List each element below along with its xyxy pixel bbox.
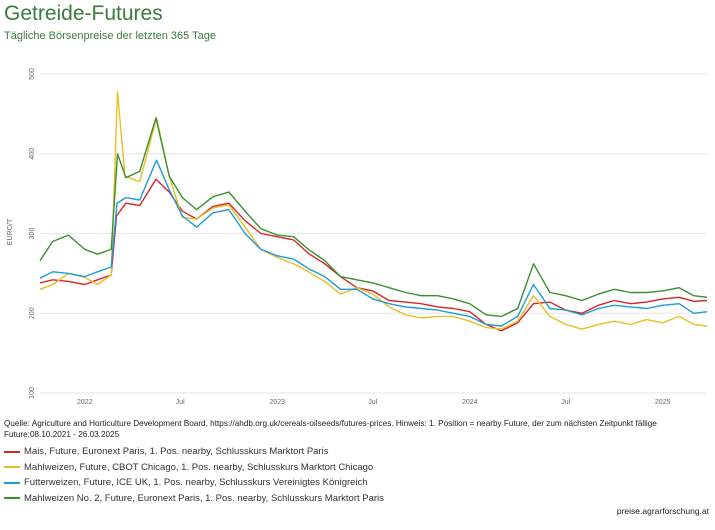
legend-item-3[interactable]: Futterweizen, Future, ICE UK, 1. Pos. ne… xyxy=(4,475,384,491)
legend-swatch xyxy=(4,466,20,469)
grid xyxy=(40,73,707,394)
legend-label: Mais, Future, Euronext Paris, 1. Pos. ne… xyxy=(24,446,329,458)
legend-swatch xyxy=(4,497,20,500)
series-line-1 xyxy=(39,178,708,332)
x-axis-ticks: 2022 Jul 2023 Jul 2024 Jul 2025 xyxy=(77,399,671,406)
y-axis-ticks: 100 200 300 400 500 xyxy=(29,68,36,399)
y-tick-label: 500 xyxy=(29,68,36,80)
series-line-4 xyxy=(39,117,708,318)
footer-site: preise.agrarforschung.at xyxy=(616,506,709,516)
legend: Mais, Future, Euronext Paris, 1. Pos. ne… xyxy=(4,444,384,506)
x-tick-label: Jul xyxy=(176,399,185,406)
x-tick-label: Jul xyxy=(368,399,377,406)
x-tick-label: 2022 xyxy=(77,399,93,406)
x-tick-label: 2025 xyxy=(655,399,671,406)
source-note: Quelle: Agriculture and Horticulture Dev… xyxy=(4,419,657,439)
legend-label: Mahlweizen No. 2, Future, Euronext Paris… xyxy=(24,492,384,504)
legend-item-1[interactable]: Mais, Future, Euronext Paris, 1. Pos. ne… xyxy=(4,444,384,460)
y-tick-label: 400 xyxy=(29,148,36,160)
series-line-3 xyxy=(39,159,708,327)
y-tick-label: 200 xyxy=(29,307,36,319)
legend-swatch xyxy=(4,481,20,484)
legend-label: Mahlweizen, Future, CBOT Chicago, 1. Pos… xyxy=(24,461,374,473)
series-lines xyxy=(39,90,708,332)
legend-label: Futterweizen, Future, ICE UK, 1. Pos. ne… xyxy=(24,477,368,489)
chart-subtitle: Tägliche Börsenpreise der letzten 365 Ta… xyxy=(4,30,216,42)
chart-title: Getreide-Futures xyxy=(4,2,163,25)
legend-item-4[interactable]: Mahlweizen No. 2, Future, Euronext Paris… xyxy=(4,491,384,507)
legend-item-2[interactable]: Mahlweizen, Future, CBOT Chicago, 1. Pos… xyxy=(4,460,384,476)
series-line-2 xyxy=(39,90,708,330)
y-tick-label: 100 xyxy=(29,387,36,399)
y-axis-label: EURO/T xyxy=(7,218,14,245)
x-tick-label: 2023 xyxy=(269,399,285,406)
legend-swatch xyxy=(4,450,20,453)
x-tick-label: 2024 xyxy=(462,399,478,406)
y-tick-label: 300 xyxy=(29,228,36,240)
x-tick-label: Jul xyxy=(561,399,570,406)
